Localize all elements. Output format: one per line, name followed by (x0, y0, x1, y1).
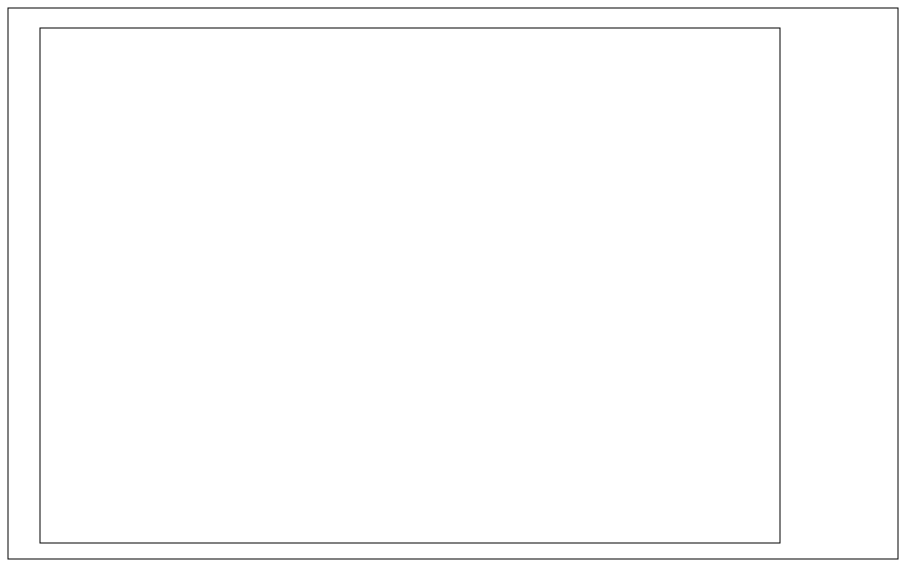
architecture-diagram (0, 0, 906, 567)
outer-frame (8, 8, 898, 559)
cluster-container (40, 28, 780, 543)
